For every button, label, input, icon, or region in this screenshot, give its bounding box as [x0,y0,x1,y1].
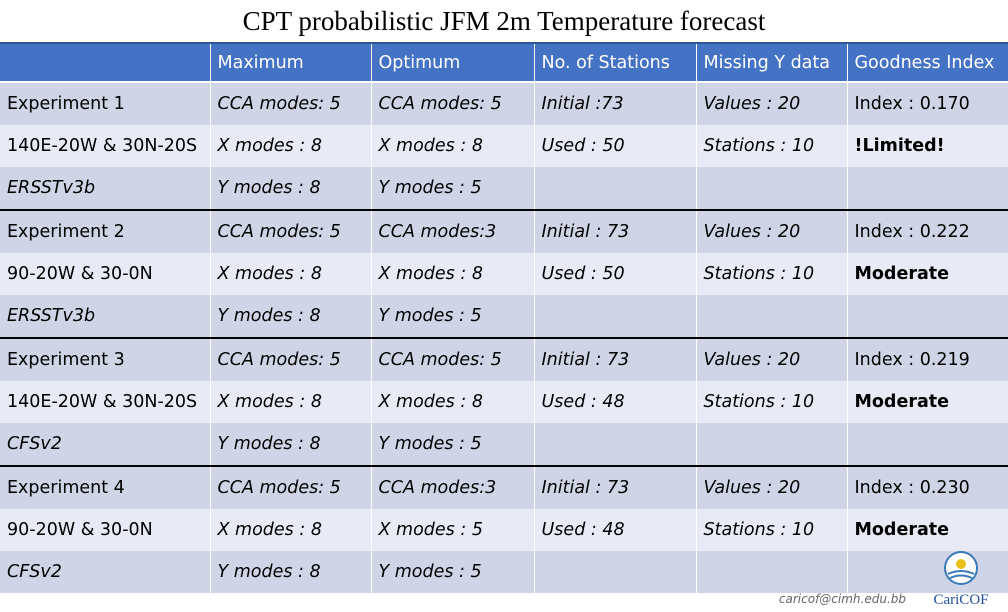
table-cell [847,167,1008,210]
table-cell [847,551,1008,593]
table-cell: Initial : 73 [534,209,697,253]
row-label: CFSv2 [0,423,211,466]
table-cell: Values : 20 [696,209,848,253]
table-cell [696,423,848,466]
table-cell: Moderate [847,253,1008,295]
table-cell: Stations : 10 [696,253,848,295]
table-cell: Stations : 10 [696,381,848,423]
table-cell: Index : 0.230 [847,465,1008,509]
table-cell: Moderate [847,381,1008,423]
table-cell [696,551,848,593]
experiment-row: Experiment 2 CCA modes: 5 CCA modes:3 Initi… [0,209,1008,253]
table-cell: !Limited! [847,125,1008,167]
table-cell: CCA modes: 5 [210,465,372,509]
table-cell [534,167,697,210]
row-label: ERSSTv3b [0,295,211,338]
row-label: 90-20W & 30-0N [0,253,211,295]
table-cell: Values : 20 [696,81,848,125]
header-cell: No. of Stations [534,42,697,83]
table-cell: X modes : 8 [210,381,372,423]
table-cell: Y modes : 8 [210,295,372,338]
table-cell: X modes : 8 [371,253,535,295]
row-label: Experiment 3 [0,337,211,381]
table-cell [847,423,1008,466]
header-cell: Missing Y data [696,42,848,83]
table-cell: Moderate [847,509,1008,551]
table-cell [696,167,848,210]
header-cell: Goodness Index [847,42,1008,83]
header-row: Maximum Optimum No. of Stations Missing … [0,42,1008,83]
table-cell: Values : 20 [696,337,848,381]
footer-email: caricof@cimh.edu.bb [778,592,906,606]
table-cell: X modes : 8 [371,381,535,423]
table-cell [534,295,697,338]
table-cell [696,295,848,338]
table-cell: CCA modes:3 [371,209,535,253]
table-cell: X modes : 8 [210,253,372,295]
table-cell: Initial :73 [534,81,697,125]
page-title: CPT probabilistic JFM 2m Temperature for… [242,6,766,36]
table-cell: X modes : 5 [371,509,535,551]
table-cell: Used : 50 [534,125,697,167]
caricof-logo-icon: CariCOF [933,551,989,608]
table-cell: Used : 48 [534,381,697,423]
row-label: Experiment 4 [0,465,211,509]
header-cell [0,42,211,83]
table-cell: Y modes : 8 [210,167,372,210]
table-cell: Y modes : 8 [210,551,372,593]
header-cell: Optimum [371,42,535,83]
table-cell: Y modes : 8 [210,423,372,466]
svg-text:CariCOF: CariCOF [933,592,988,608]
table-cell: Index : 0.222 [847,209,1008,253]
table-cell: Y modes : 5 [371,167,535,210]
experiment-row: Experiment 1 CCA modes: 5 CCA modes: 5 Init… [0,81,1008,125]
table-cell: Y modes : 5 [371,295,535,338]
table-cell: CCA modes: 5 [210,337,372,381]
table-cell: Used : 48 [534,509,697,551]
table-cell: Values : 20 [696,465,848,509]
table-cell: Index : 0.170 [847,81,1008,125]
row-label: 140E-20W & 30N-20S [0,381,211,423]
row-label: 90-20W & 30-0N [0,509,211,551]
table-cell: X modes : 8 [210,125,372,167]
table-cell: Y modes : 5 [371,551,535,593]
table-cell [534,551,697,593]
row-label: CFSv2 [0,551,211,593]
table-cell: X modes : 8 [210,509,372,551]
forecast-table: Maximum Optimum No. of Stations Missing … [0,42,1008,593]
table-cell: CCA modes:3 [371,465,535,509]
table-cell: CCA modes: 5 [210,209,372,253]
row-label: 140E-20W & 30N-20S [0,125,211,167]
table-cell [847,295,1008,338]
table-cell: Initial : 73 [534,337,697,381]
table-cell: Y modes : 5 [371,423,535,466]
row-label: Experiment 1 [0,81,211,125]
experiment-row: Experiment 3 CCA modes: 5 CCA modes: 5 Init… [0,337,1008,381]
table-cell: X modes : 8 [371,125,535,167]
header-cell: Maximum [210,42,372,83]
table-cell: CCA modes: 5 [371,81,535,125]
table-cell: Index : 0.219 [847,337,1008,381]
table-cell: Initial : 73 [534,465,697,509]
table-cell: CCA modes: 5 [210,81,372,125]
table-cell: Used : 50 [534,253,697,295]
experiment-row: Experiment 4 CCA modes: 5 CCA modes:3 Initi… [0,465,1008,509]
table-cell: Stations : 10 [696,509,848,551]
table-cell: CCA modes: 5 [371,337,535,381]
table-cell [534,423,697,466]
table-cell: Stations : 10 [696,125,848,167]
row-label: ERSSTv3b [0,167,211,210]
row-label: Experiment 2 [0,209,211,253]
